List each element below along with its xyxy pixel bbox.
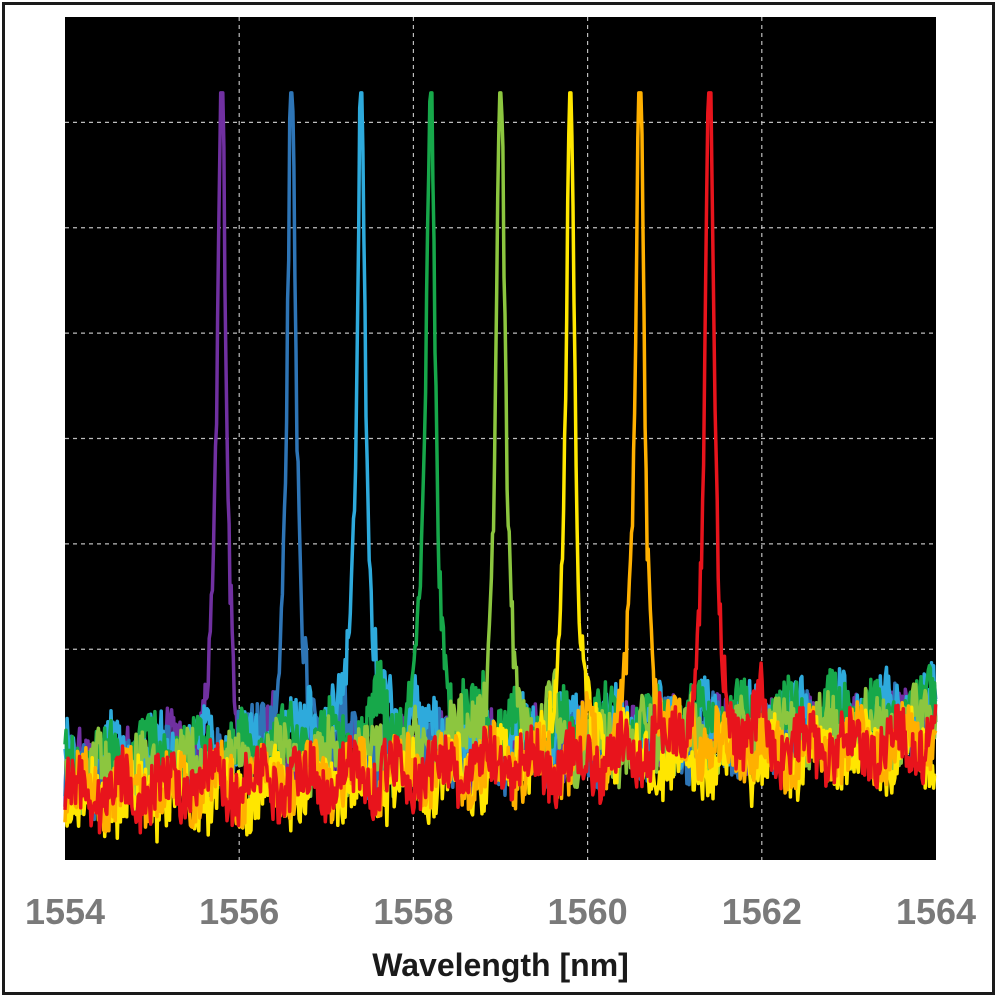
x-axis-title: Wavelength [nm] [372,947,629,983]
x-tick-label: 1562 [722,891,802,932]
x-tick-labels: 1554 1556 1558 1560 1562 1564 [25,891,976,932]
x-tick-label: 1554 [25,891,105,932]
x-tick-label: 1556 [199,891,279,932]
series-group [63,91,938,844]
x-tick-label: 1564 [896,891,976,932]
x-tick-label: 1558 [373,891,453,932]
x-tick-label: 1560 [548,891,628,932]
series-line-8 [63,91,938,835]
